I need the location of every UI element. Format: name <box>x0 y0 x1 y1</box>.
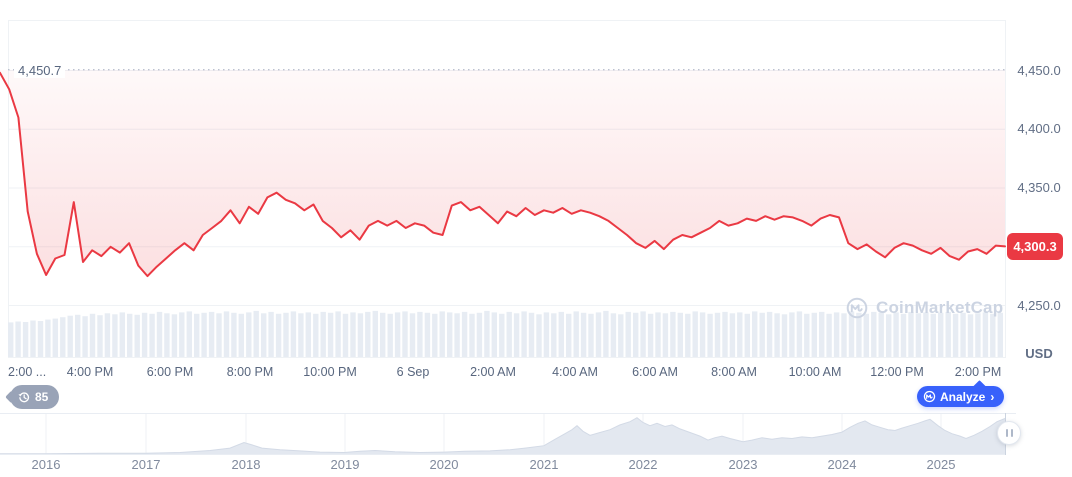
x-axis-tick: 10:00 AM <box>788 365 842 379</box>
timeline-years: 2016 2017 2018 2019 2020 2021 2022 2023 2024 2025 <box>0 457 1006 473</box>
analyze-button[interactable]: Analyze › <box>917 386 1005 407</box>
volume-bars <box>8 20 1006 358</box>
coinmarketcap-logo-icon <box>923 390 936 403</box>
y-axis-tick: 4,350.0 <box>1017 180 1061 195</box>
y-axis-tick: 4,450.0 <box>1017 62 1061 78</box>
timeline-canvas[interactable] <box>0 413 1020 455</box>
chevron-right-icon: › <box>990 389 995 404</box>
plot-border <box>8 20 1006 358</box>
timeline-area <box>0 417 1005 455</box>
history-count: 85 <box>35 390 49 404</box>
history-icon <box>18 392 30 403</box>
x-axis-tick: 8:00 AM <box>711 365 757 379</box>
timeline-year-label: 2023 <box>728 457 758 472</box>
price-line <box>0 71 1006 278</box>
timeline-year-label: 2019 <box>330 457 360 472</box>
price-chart-canvas[interactable] <box>0 0 1072 413</box>
analyze-label: Analyze <box>940 389 986 404</box>
x-axis-tick: 4:00 PM <box>66 365 114 379</box>
timeline-year-label: 2017 <box>131 457 161 472</box>
timeline-year-label: 2024 <box>827 457 857 472</box>
x-axis-tick: 2:00 ... <box>8 365 47 379</box>
max-price-label: 4,450.7 <box>14 63 66 78</box>
x-axis: 2:00 ... 4:00 PM 6:00 PM 8:00 PM 10:00 PM 6 S… <box>0 365 1006 381</box>
pause-icon <box>1005 429 1008 437</box>
x-axis-tick: 10:00 PM <box>303 365 357 379</box>
x-axis-tick: 12:00 PM <box>870 365 924 379</box>
x-axis-tick: 6 Sep <box>396 365 430 379</box>
timeline-area-edge <box>0 417 1006 455</box>
x-axis-tick: 8:00 PM <box>226 365 274 379</box>
x-axis-tick: 6:00 PM <box>146 365 194 379</box>
currency-unit-label: USD <box>1025 346 1053 361</box>
watermark: CoinMarketCap <box>845 296 1003 320</box>
history-count-badge[interactable]: 85 <box>10 385 60 409</box>
x-axis-tick: 2:00 PM <box>954 365 1002 379</box>
x-axis-tick: 4:00 AM <box>552 365 598 379</box>
coinmarketcap-logo-icon <box>846 297 868 319</box>
y-axis-tick: 4,400.0 <box>1017 120 1061 136</box>
pause-icon <box>1010 429 1013 437</box>
timeline-year-label: 2022 <box>628 457 658 472</box>
x-axis-tick: 6:00 AM <box>632 365 678 379</box>
timeline-year-label: 2021 <box>529 457 559 472</box>
timeline-year-label: 2025 <box>926 457 956 472</box>
timeline-year-label: 2016 <box>31 457 61 472</box>
timeline-year-label: 2018 <box>231 457 261 472</box>
y-axis-tick: 4,250.0 <box>1017 297 1061 313</box>
timeline-year-label: 2020 <box>429 457 459 472</box>
watermark-text: CoinMarketCap <box>876 298 1004 317</box>
x-axis-tick: 2:00 AM <box>470 365 516 379</box>
price-area-fill <box>0 69 1005 277</box>
timeline-brush-handle[interactable] <box>997 421 1021 445</box>
y-axis: 4,300.3 USD 4,450.0 4,400.0 4,350.0 4,250.0 <box>1006 0 1072 413</box>
current-price-badge: 4,300.3 <box>1007 233 1063 260</box>
